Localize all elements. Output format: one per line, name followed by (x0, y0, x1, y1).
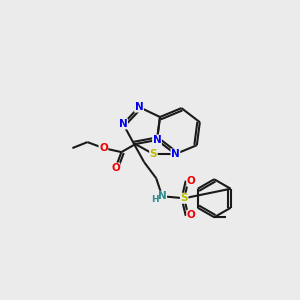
Text: N: N (119, 119, 128, 129)
Text: N: N (153, 135, 161, 145)
Text: O: O (111, 163, 120, 173)
Text: S: S (180, 193, 188, 203)
Text: N: N (171, 149, 180, 159)
Text: O: O (99, 143, 108, 153)
Text: H: H (152, 195, 159, 204)
Text: N: N (158, 191, 167, 201)
Text: N: N (135, 102, 143, 112)
Text: S: S (150, 149, 157, 159)
Text: O: O (187, 176, 196, 186)
Text: O: O (187, 210, 196, 220)
